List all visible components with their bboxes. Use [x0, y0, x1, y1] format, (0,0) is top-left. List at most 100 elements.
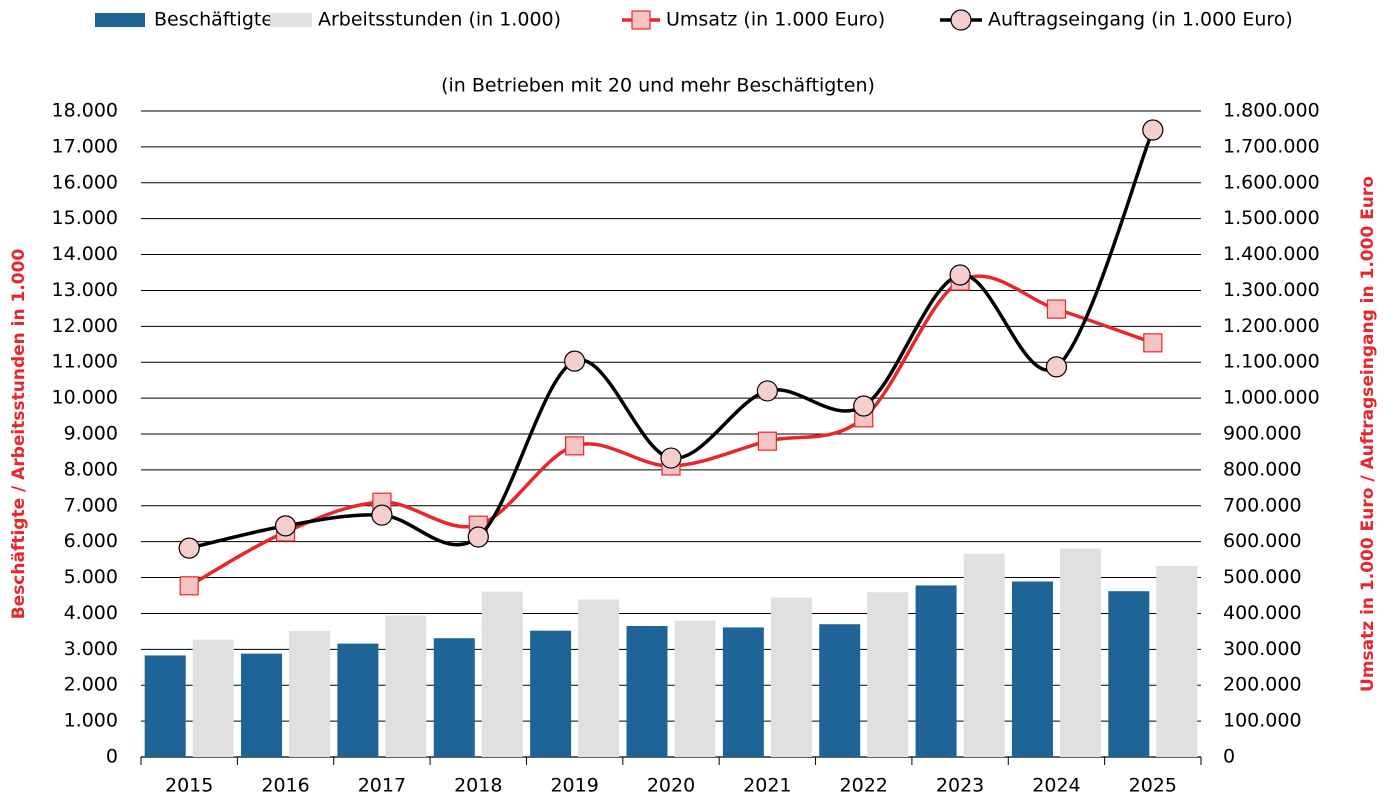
y2-tick-label: 1.700.000 — [1223, 135, 1320, 157]
bar — [819, 624, 861, 757]
bar — [433, 638, 475, 757]
legend-marker — [950, 9, 972, 31]
bar — [289, 631, 331, 757]
y2-tick-label: 1.000.000 — [1223, 387, 1320, 409]
y-tick-label: 4.000 — [64, 602, 118, 624]
y-tick-label: 6.000 — [64, 530, 118, 552]
y-tick-label: 12.000 — [52, 315, 118, 337]
y2-tick-label: 900.000 — [1223, 423, 1302, 445]
x-tick-label: 2018 — [454, 775, 502, 797]
x-tick-label: 2016 — [261, 775, 309, 797]
y-tick-label: 15.000 — [52, 207, 118, 229]
bar — [722, 627, 764, 757]
legend-swatch — [270, 13, 312, 27]
bar — [915, 585, 957, 757]
marker — [756, 380, 778, 402]
marker — [1045, 356, 1068, 378]
y2-tick-label: 500.000 — [1223, 566, 1302, 588]
y2-tick-label: 1.100.000 — [1223, 351, 1320, 373]
y-tick-label: 5.000 — [64, 566, 118, 588]
bar — [337, 643, 379, 757]
y-tick-label: 2.000 — [64, 674, 118, 696]
y2-tick-label: 300.000 — [1223, 638, 1302, 660]
x-tick-label: 2024 — [1032, 775, 1080, 797]
y-tick-label: 16.000 — [52, 171, 118, 193]
x-tick-label: 2023 — [936, 775, 984, 797]
y2-tick-label: 100.000 — [1223, 710, 1302, 732]
y2-tick-label: 1.200.000 — [1223, 315, 1320, 337]
x-tick-label: 2019 — [550, 775, 598, 797]
y-tick-label: 9.000 — [64, 423, 118, 445]
bar — [385, 615, 427, 757]
chart-subtitle: (in Betrieben mit 20 und mehr Beschäftig… — [441, 75, 875, 97]
bar — [192, 639, 234, 757]
y-tick-label: 1.000 — [64, 710, 118, 732]
x-tick-label: 2021 — [743, 775, 791, 797]
marker — [371, 504, 393, 526]
y-tick-label: 17.000 — [52, 135, 118, 157]
y2-tick-label: 400.000 — [1223, 602, 1302, 624]
legend-swatch — [95, 13, 145, 27]
marker — [274, 515, 297, 537]
bar — [674, 620, 716, 757]
legend-label: Beschäftigte — [154, 9, 273, 31]
bar — [578, 599, 620, 757]
marker — [1143, 333, 1163, 353]
marker — [564, 350, 586, 372]
bar — [626, 626, 668, 757]
y-axis-label: Beschäftigte / Arbeitsstunden in 1.000 — [9, 249, 29, 620]
bar — [1108, 591, 1150, 757]
marker — [179, 576, 199, 596]
bar — [770, 597, 812, 757]
y-tick-label: 14.000 — [52, 243, 118, 265]
bar — [1059, 548, 1101, 757]
y2-tick-label: 1.800.000 — [1223, 100, 1320, 122]
x-tick-label: 2025 — [1129, 775, 1177, 797]
y-tick-label: 13.000 — [52, 279, 118, 301]
bar — [1156, 566, 1198, 757]
marker — [853, 395, 875, 417]
line — [188, 274, 1154, 588]
y2-tick-label: 700.000 — [1223, 494, 1302, 516]
y2-tick-label: 200.000 — [1223, 674, 1302, 696]
y2-tick-label: 1.300.000 — [1223, 279, 1320, 301]
x-tick-label: 2022 — [840, 775, 888, 797]
y2-tick-label: 1.600.000 — [1223, 171, 1320, 193]
bar — [1011, 581, 1053, 757]
marker — [565, 436, 585, 456]
marker — [178, 537, 200, 559]
y2-axis-label: Umsatz in 1.000 Euro / Auftragseingang i… — [1358, 176, 1378, 692]
bar — [144, 655, 186, 757]
marker — [1142, 119, 1164, 141]
bar — [530, 630, 572, 757]
marker — [1046, 299, 1067, 319]
legend-marker — [631, 10, 651, 30]
y-tick-label: 7.000 — [64, 494, 118, 516]
bar — [481, 591, 523, 757]
y-tick-label: 11.000 — [52, 351, 118, 373]
legend-label: Umsatz (in 1.000 Euro) — [666, 9, 885, 31]
y2-tick-label: 0 — [1223, 746, 1235, 768]
legend-label: Arbeitsstunden (in 1.000) — [318, 9, 561, 31]
legend-label: Auftragseingang (in 1.000 Euro) — [988, 9, 1293, 31]
line — [188, 129, 1155, 550]
y-tick-label: 8.000 — [64, 458, 118, 480]
y2-tick-label: 600.000 — [1223, 530, 1302, 552]
x-tick-label: 2017 — [358, 775, 406, 797]
y-tick-label: 0 — [106, 746, 118, 768]
x-tick-label: 2015 — [165, 775, 213, 797]
marker — [757, 431, 777, 451]
bar — [963, 553, 1005, 757]
marker — [949, 264, 971, 286]
y2-tick-label: 1.400.000 — [1223, 243, 1320, 265]
y-tick-label: 3.000 — [64, 638, 118, 660]
marker — [660, 447, 682, 469]
bar — [241, 653, 283, 757]
x-tick-label: 2020 — [647, 775, 695, 797]
bar — [867, 592, 909, 757]
y-tick-label: 18.000 — [52, 100, 118, 122]
y-tick-label: 10.000 — [52, 387, 118, 409]
y2-tick-label: 1.500.000 — [1223, 207, 1320, 229]
marker — [467, 526, 489, 548]
